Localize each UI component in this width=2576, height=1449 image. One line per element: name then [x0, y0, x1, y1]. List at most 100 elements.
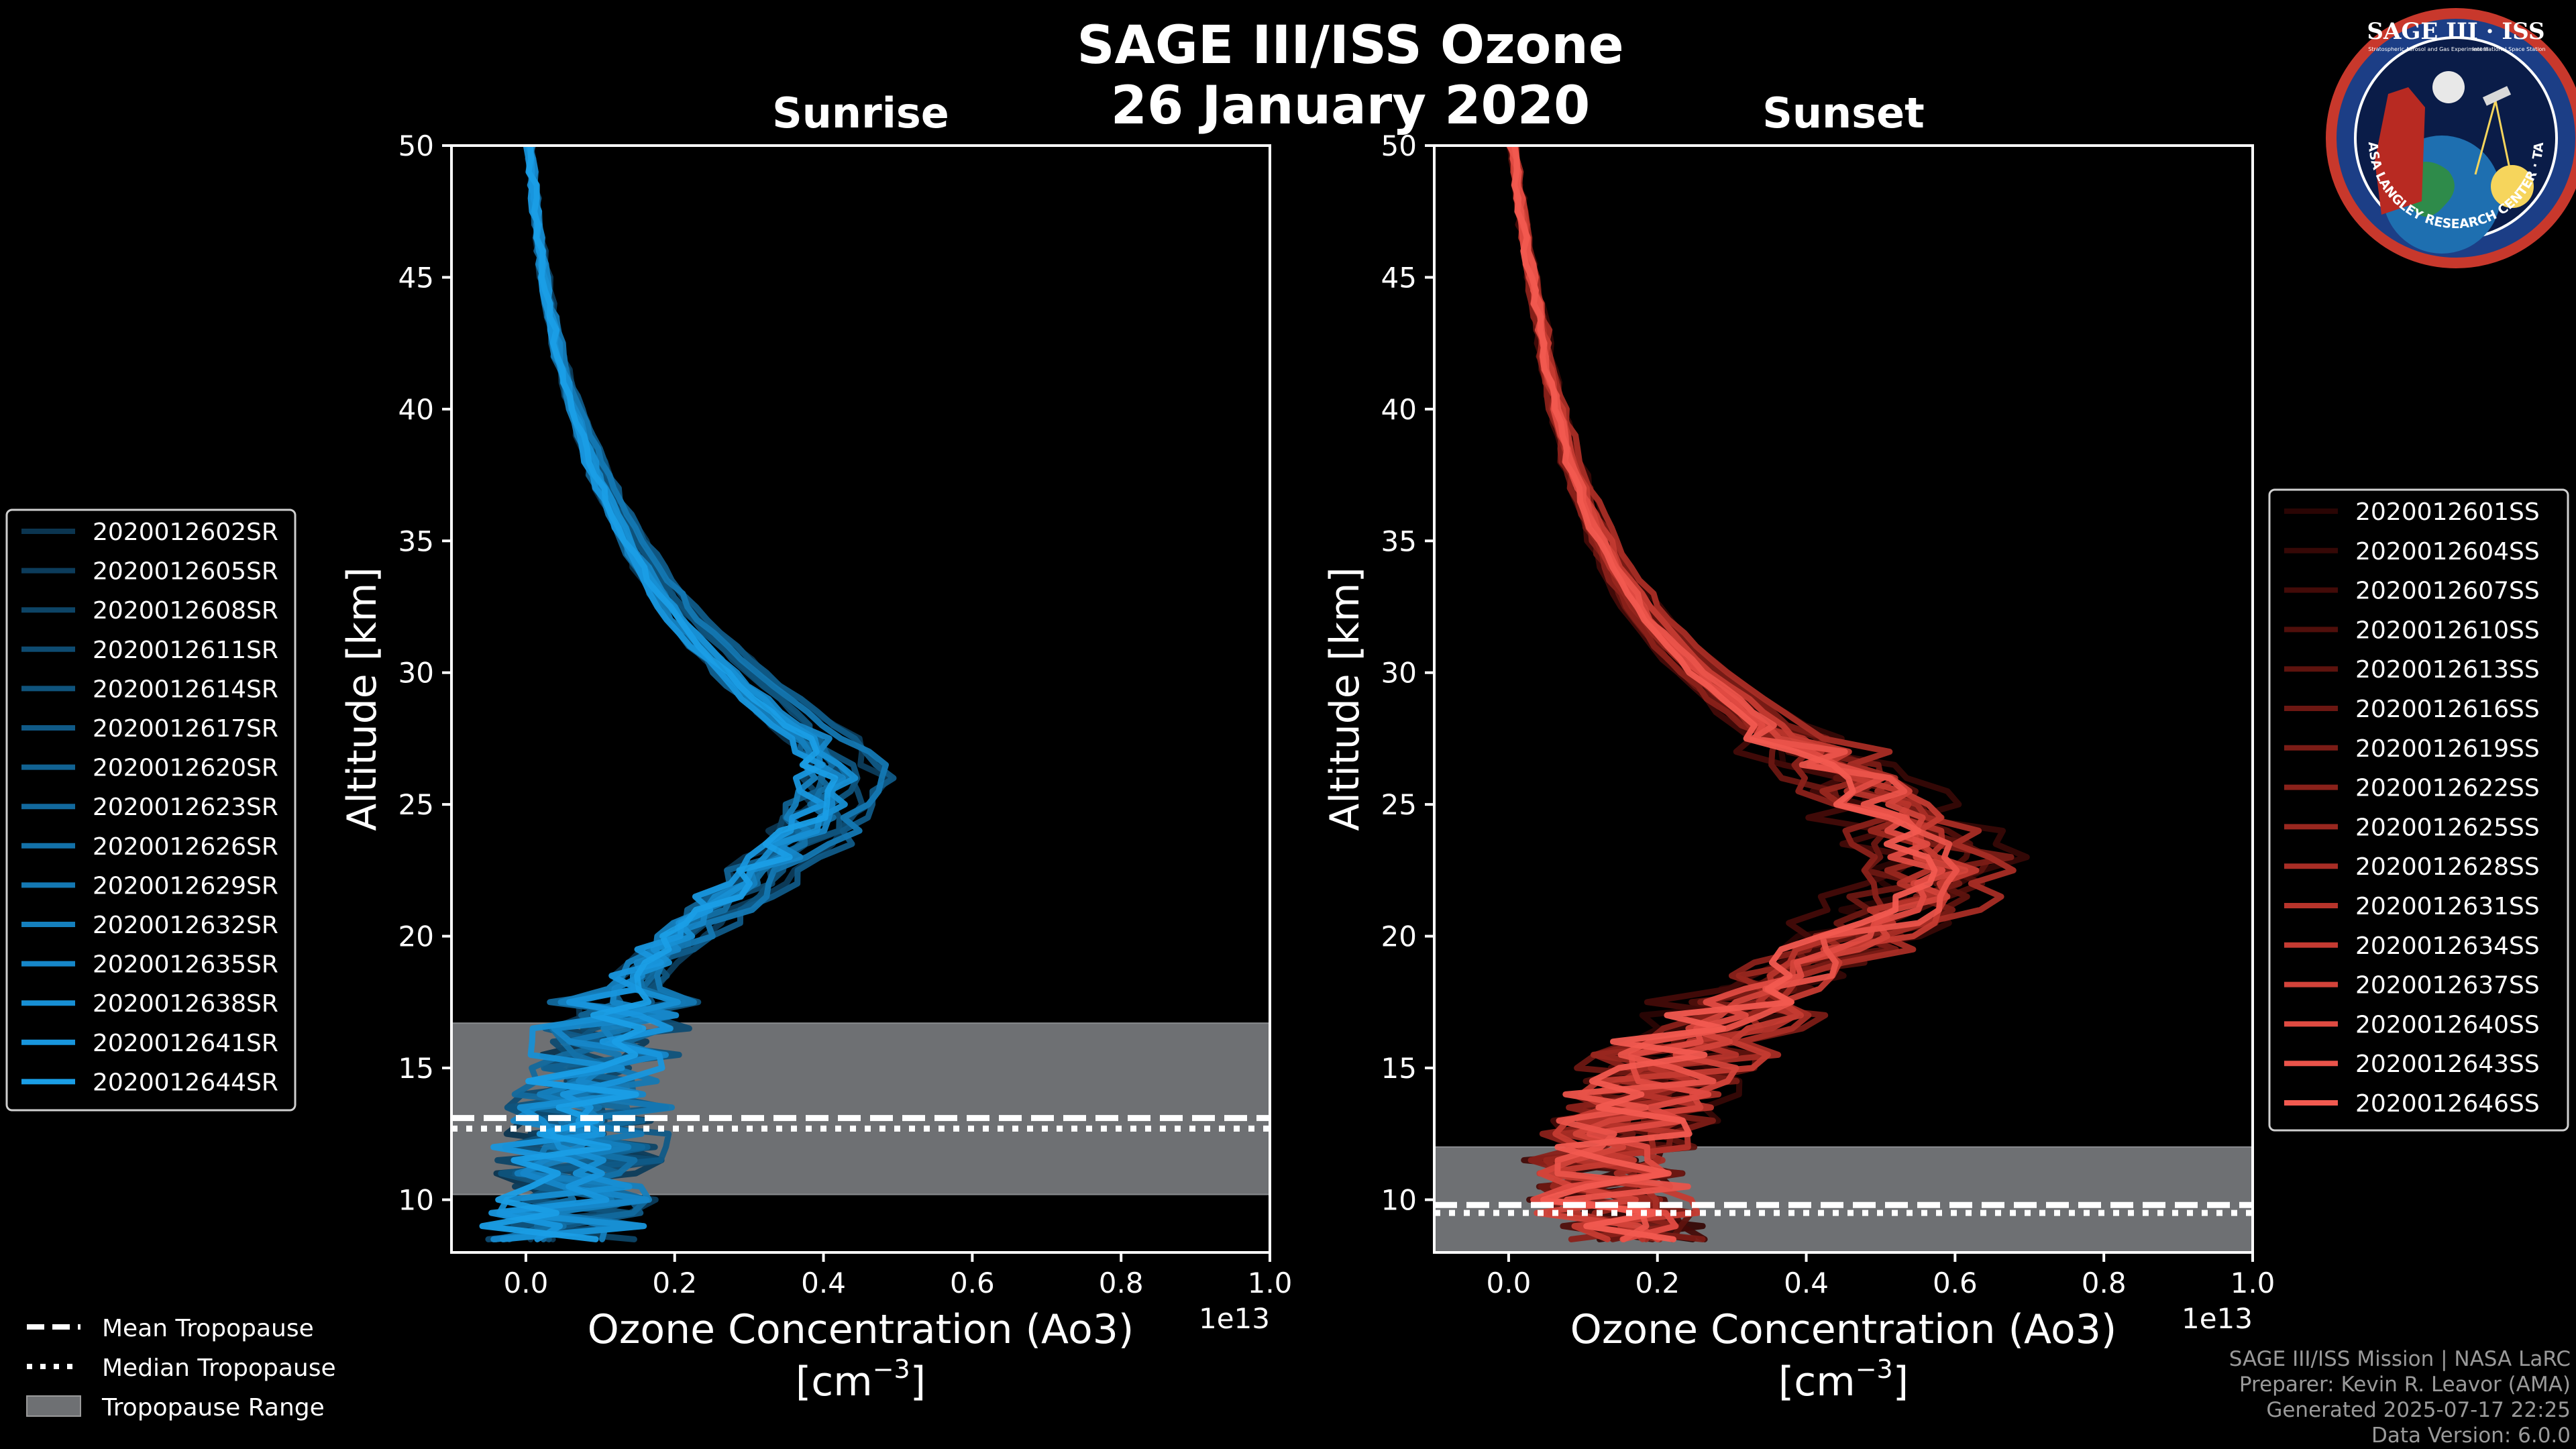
mean-tropopause-label: Mean Tropopause	[102, 1315, 314, 1342]
logo-figure-icon	[2375, 87, 2425, 215]
sunset-y-tick-label: 25	[1381, 788, 1417, 821]
logo-sun-icon	[2491, 165, 2534, 208]
sunrise-panel: Sunrise 0.0 0.2 0.4 0.6 0.8 1.0 10 15 20 25 30 35 4…	[339, 89, 1292, 1405]
sunrise-legend-label: 2020012617SR	[93, 715, 278, 743]
sunrise-y-tick-label: 25	[398, 788, 434, 821]
sunrise-legend: 2020012602SR 2020012605SR 2020012608SR 2020…	[5, 508, 297, 1112]
sunrise-y-tick-label: 50	[398, 129, 434, 162]
sunrise-y-tick-label: 20	[398, 920, 434, 953]
sunset-legend-label: 2020012643SS	[2355, 1051, 2540, 1078]
sunset-legend-frame	[2268, 488, 2569, 1132]
sunrise-y-tick-label: 45	[398, 261, 434, 294]
credits-line4: Data Version: 6.0.0	[2371, 1424, 2571, 1448]
sunrise-x-tick-label: 0.2	[652, 1267, 697, 1299]
sunrise-series-2020012641SR	[488, 146, 827, 1242]
sunrise-legend-label: 2020012623SR	[93, 794, 278, 821]
credits-line2: Preparer: Kevin R. Leavor (AMA)	[2239, 1373, 2571, 1397]
logo-beam-icon-2	[2474, 100, 2497, 175]
sunrise-x-tick-label: 0.0	[504, 1267, 549, 1299]
sunrise-legend-label: 2020012641SR	[93, 1030, 278, 1057]
sunrise-plot-frame	[450, 144, 1271, 1254]
sunrise-legend-label: 2020012626SR	[93, 833, 278, 861]
sunrise-legend-label: 2020012638SR	[93, 990, 278, 1018]
median-tropopause-label: Median Tropopause	[102, 1354, 336, 1382]
sunrise-y-tick-label: 10	[398, 1183, 434, 1216]
sunset-legend-label: 2020012634SS	[2355, 932, 2540, 960]
tropopause-legend: Mean Tropopause Median Tropopause Tropop…	[26, 1315, 336, 1421]
sunrise-legend-label: 2020012608SR	[93, 597, 278, 625]
sunset-y-tick-label: 30	[1381, 657, 1417, 690]
sunset-legend-label: 2020012640SS	[2355, 1011, 2540, 1038]
sunset-y-tick-label: 10	[1381, 1183, 1417, 1216]
sunrise-legend-label: 2020012614SR	[93, 676, 278, 703]
sunset-legend-label: 2020012607SS	[2355, 578, 2540, 605]
sunset-legend-label: 2020012604SS	[2355, 538, 2540, 566]
credits-line1: SAGE III/ISS Mission | NASA LaRC	[2229, 1347, 2571, 1371]
sunset-legend-label: 2020012622SS	[2355, 775, 2540, 802]
sunset-panel: Sunset 0.0 0.2 0.4 0.6 0.8 1.0 10 15 20 25 30 35 40…	[1322, 89, 2275, 1405]
sunrise-y-tick-label: 15	[398, 1052, 434, 1085]
credits: SAGE III/ISS Mission | NASA LaRC Prepare…	[2229, 1347, 2571, 1448]
sunrise-offset-text: 1e13	[1199, 1302, 1270, 1335]
sunrise-y-tick-label: 30	[398, 657, 434, 690]
sunset-legend-label: 2020012616SS	[2355, 696, 2540, 723]
sunrise-legend-label: 2020012644SR	[93, 1069, 278, 1096]
figure-title-line2: 26 January 2020	[1111, 76, 1591, 136]
logo-beam-icon	[2494, 100, 2514, 182]
sunrise-legend-label: 2020012602SR	[93, 519, 278, 546]
sunset-legend-label: 2020012619SS	[2355, 735, 2540, 763]
sunset-y-ticks: 10 15 20 25 30 35 40 45 50	[1381, 129, 1434, 1216]
sunrise-x-tick-label: 0.8	[1099, 1267, 1144, 1299]
sunrise-legend-label: 2020012632SR	[93, 912, 278, 939]
credits-line3: Generated 2025-07-17 22:25	[2266, 1398, 2571, 1422]
sunset-x-tick-label: 0.6	[1933, 1267, 1978, 1299]
sunset-series-2020012619SS	[1511, 146, 2015, 1242]
logo-subtitle-left: Stratospheric Aerosol and Gas Experiment…	[2368, 46, 2488, 52]
sunset-profiles	[1506, 146, 2030, 1242]
sunset-legend-label: 2020012628SS	[2355, 853, 2540, 881]
tropopause-range-swatch	[26, 1395, 81, 1417]
sunset-x-tick-label: 0.2	[1635, 1267, 1680, 1299]
sunrise-y-tick-label: 35	[398, 525, 434, 557]
logo-subtitle-right: International Space Station	[2473, 46, 2546, 52]
sunrise-x-tick-label: 0.6	[950, 1267, 995, 1299]
logo-title: SAGE III · ISS	[2367, 18, 2544, 45]
sunset-y-tick-label: 50	[1381, 129, 1417, 162]
sunrise-x-tick-label: 1.0	[1248, 1267, 1293, 1299]
sunset-y-label: Altitude [km]	[1322, 567, 1368, 831]
sunrise-legend-frame	[5, 508, 297, 1112]
sunset-x-tick-label: 0.0	[1487, 1267, 1532, 1299]
sunset-legend-label: 2020012613SS	[2355, 656, 2540, 684]
sunset-y-tick-label: 35	[1381, 525, 1417, 557]
sunset-x-tick-label: 0.8	[2082, 1267, 2127, 1299]
sunset-offset-text: 1e13	[2182, 1302, 2253, 1335]
sunrise-y-label: Altitude [km]	[339, 567, 386, 831]
sunset-y-tick-label: 45	[1381, 261, 1417, 294]
sunrise-profiles	[479, 146, 897, 1242]
sunset-x-tick-label: 1.0	[2231, 1267, 2275, 1299]
sunset-y-tick-label: 15	[1381, 1052, 1417, 1085]
sunset-x-ticks: 0.0 0.2 0.4 0.6 0.8 1.0	[1487, 1252, 2275, 1299]
sunrise-y-tick-label: 40	[398, 393, 434, 426]
sunset-legend-label: 2020012637SS	[2355, 972, 2540, 1000]
sunrise-series-2020012644SR	[479, 146, 839, 1242]
sunrise-legend-label: 2020012629SR	[93, 872, 278, 900]
sunset-x-tick-label: 0.4	[1784, 1267, 1829, 1299]
sunset-series-2020012604SS	[1509, 146, 2030, 1242]
sunset-legend-label: 2020012625SS	[2355, 814, 2540, 841]
sunrise-x-unit: [cm−3]	[796, 1354, 926, 1405]
sunset-title: Sunset	[1762, 89, 1925, 138]
sunrise-tropopause-lines	[451, 1115, 1270, 1132]
sunset-legend-label: 2020012601SS	[2355, 498, 2540, 526]
sunset-y-tick-label: 40	[1381, 393, 1417, 426]
sunset-series-2020012646SS	[1511, 146, 1938, 1242]
sunrise-legend-label: 2020012635SR	[93, 951, 278, 979]
sunset-y-tick-label: 20	[1381, 920, 1417, 953]
sunset-series-2020012634SS	[1507, 146, 1980, 1242]
sunset-tropopause-lines	[1434, 1201, 2253, 1216]
sunset-x-unit: [cm−3]	[1778, 1354, 1909, 1405]
sunrise-legend-label: 2020012620SR	[93, 755, 278, 782]
sunrise-legend-label: 2020012605SR	[93, 558, 278, 586]
sunset-legend: 2020012601SS 2020012604SS 2020012607SS 2020…	[2268, 488, 2569, 1132]
